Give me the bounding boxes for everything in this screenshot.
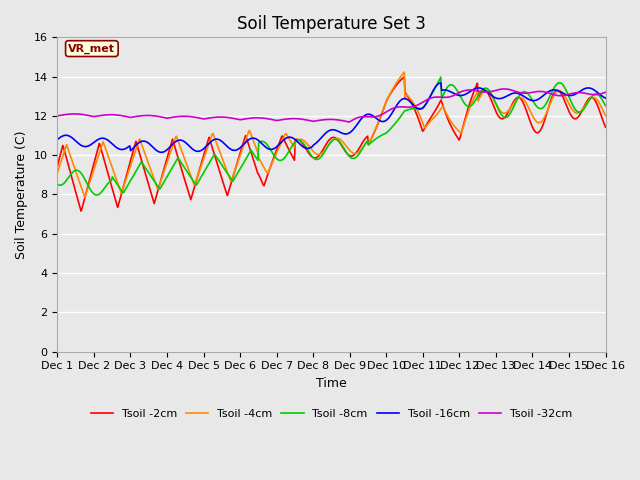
Tsoil -2cm xyxy=(77,208,85,214)
Y-axis label: Soil Temperature (C): Soil Temperature (C) xyxy=(15,130,28,259)
Tsoil -2cm xyxy=(205,134,213,140)
Line: Tsoil -32cm: Tsoil -32cm xyxy=(58,89,605,122)
Tsoil -16cm xyxy=(205,141,213,146)
Tsoil -4cm xyxy=(81,194,89,200)
Tsoil -32cm xyxy=(415,102,422,108)
Tsoil -32cm xyxy=(54,113,61,119)
Tsoil -32cm xyxy=(399,104,406,110)
Tsoil -2cm xyxy=(54,163,61,169)
Tsoil -2cm xyxy=(415,119,423,125)
Tsoil -8cm xyxy=(63,176,71,182)
Tsoil -2cm xyxy=(401,74,408,80)
Tsoil -4cm xyxy=(399,71,406,77)
Tsoil -16cm xyxy=(399,96,406,102)
Tsoil -8cm xyxy=(121,188,129,194)
Tsoil -32cm xyxy=(602,89,609,95)
Line: Tsoil -4cm: Tsoil -4cm xyxy=(58,72,605,197)
Tsoil -2cm xyxy=(399,75,406,81)
Legend: Tsoil -2cm, Tsoil -4cm, Tsoil -8cm, Tsoil -16cm, Tsoil -32cm: Tsoil -2cm, Tsoil -4cm, Tsoil -8cm, Tsoi… xyxy=(86,404,577,423)
Tsoil -4cm xyxy=(205,140,213,146)
Text: VR_met: VR_met xyxy=(68,44,115,54)
Tsoil -16cm xyxy=(437,80,445,86)
Tsoil -8cm xyxy=(205,160,213,166)
Tsoil -8cm xyxy=(437,74,445,80)
Tsoil -32cm xyxy=(205,115,212,121)
Tsoil -8cm xyxy=(399,111,406,117)
Tsoil -2cm xyxy=(121,180,129,186)
Title: Soil Temperature Set 3: Soil Temperature Set 3 xyxy=(237,15,426,33)
Tsoil -2cm xyxy=(176,162,184,168)
Tsoil -4cm xyxy=(63,144,71,150)
Tsoil -4cm xyxy=(401,69,408,75)
Tsoil -16cm xyxy=(63,132,71,138)
Tsoil -16cm xyxy=(602,95,609,101)
Tsoil -2cm xyxy=(602,124,609,130)
Line: Tsoil -16cm: Tsoil -16cm xyxy=(58,83,605,152)
X-axis label: Time: Time xyxy=(316,377,347,390)
Tsoil -2cm xyxy=(63,158,71,164)
Tsoil -16cm xyxy=(176,137,184,143)
Tsoil -8cm xyxy=(93,192,101,198)
Tsoil -32cm xyxy=(175,114,183,120)
Tsoil -32cm xyxy=(500,86,508,92)
Tsoil -4cm xyxy=(54,170,61,176)
Tsoil -16cm xyxy=(415,106,422,112)
Tsoil -4cm xyxy=(602,113,609,119)
Tsoil -4cm xyxy=(176,144,184,150)
Tsoil -4cm xyxy=(121,181,129,187)
Tsoil -16cm xyxy=(120,146,127,152)
Line: Tsoil -2cm: Tsoil -2cm xyxy=(58,77,605,211)
Tsoil -32cm xyxy=(63,111,71,117)
Line: Tsoil -8cm: Tsoil -8cm xyxy=(58,77,605,195)
Tsoil -8cm xyxy=(415,105,422,111)
Tsoil -8cm xyxy=(176,158,184,164)
Tsoil -16cm xyxy=(157,149,165,155)
Tsoil -16cm xyxy=(54,137,61,143)
Tsoil -8cm xyxy=(602,103,609,108)
Tsoil -32cm xyxy=(120,113,127,119)
Tsoil -32cm xyxy=(346,119,353,125)
Tsoil -8cm xyxy=(54,181,61,187)
Tsoil -4cm xyxy=(415,112,423,118)
